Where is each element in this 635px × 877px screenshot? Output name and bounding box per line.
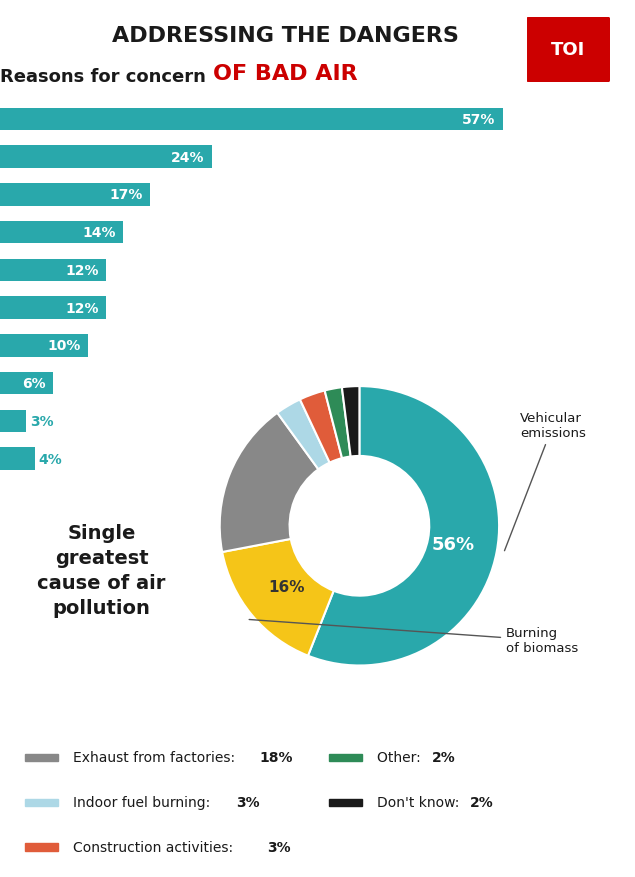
Text: 2%: 2%: [471, 795, 494, 809]
Text: 16%: 16%: [268, 579, 304, 595]
Text: 17%: 17%: [109, 189, 143, 202]
Bar: [25, 844, 58, 852]
Text: 24%: 24%: [171, 151, 204, 164]
Bar: [25, 799, 58, 806]
Bar: [0, 335, 88, 357]
Bar: [330, 753, 362, 761]
Wedge shape: [300, 391, 342, 463]
Text: OF BAD AIR: OF BAD AIR: [213, 64, 358, 84]
Wedge shape: [277, 400, 330, 470]
Bar: [25, 753, 58, 761]
Text: Other:: Other:: [377, 751, 425, 765]
Text: Don't know:: Don't know:: [377, 795, 464, 809]
Bar: [0, 297, 106, 319]
Text: 56%: 56%: [431, 535, 474, 553]
Text: Indoor fuel burning:: Indoor fuel burning:: [73, 795, 215, 809]
Wedge shape: [308, 387, 499, 666]
Text: 57%: 57%: [462, 113, 496, 126]
FancyBboxPatch shape: [527, 18, 610, 83]
Text: 3%: 3%: [236, 795, 259, 809]
Bar: [0, 448, 36, 470]
Bar: [330, 799, 362, 806]
Text: Reasons for concern: Reasons for concern: [0, 68, 206, 86]
Bar: [0, 146, 211, 168]
Text: Construction activities:: Construction activities:: [73, 840, 237, 854]
Bar: [0, 109, 503, 131]
Text: 14%: 14%: [83, 226, 116, 239]
Bar: [0, 373, 53, 395]
Bar: [0, 410, 27, 432]
Wedge shape: [222, 539, 334, 656]
Text: Burning
of biomass: Burning of biomass: [249, 620, 578, 654]
Text: 18%: 18%: [259, 751, 293, 765]
Text: 6%: 6%: [22, 377, 46, 390]
Text: 3%: 3%: [30, 415, 53, 428]
Text: 12%: 12%: [65, 264, 99, 277]
Text: ADDRESSING THE DANGERS: ADDRESSING THE DANGERS: [112, 26, 459, 46]
Text: 4%: 4%: [39, 453, 63, 466]
Text: 10%: 10%: [48, 339, 81, 353]
Text: 2%: 2%: [432, 751, 455, 765]
Wedge shape: [324, 388, 351, 459]
Bar: [0, 260, 106, 282]
Text: TOI: TOI: [551, 41, 585, 60]
Wedge shape: [342, 387, 359, 457]
Text: 3%: 3%: [267, 840, 290, 854]
Bar: [0, 222, 123, 244]
Wedge shape: [220, 413, 318, 553]
Text: 12%: 12%: [65, 302, 99, 315]
Text: Single
greatest
cause of air
pollution: Single greatest cause of air pollution: [37, 523, 166, 617]
Bar: [0, 184, 150, 206]
Text: Vehicular
emissions: Vehicular emissions: [504, 411, 586, 551]
Text: Exhaust from factories:: Exhaust from factories:: [73, 751, 239, 765]
